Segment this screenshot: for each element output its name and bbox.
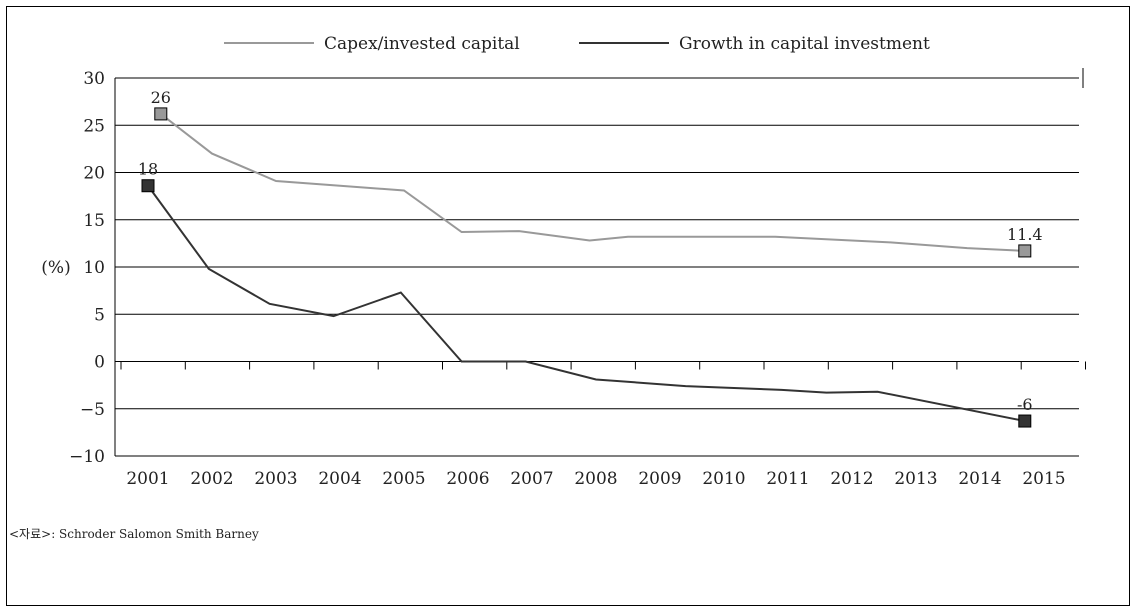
data-label: 26 xyxy=(151,88,171,107)
x-tick-label: 2009 xyxy=(638,469,681,489)
legend-label: Capex/invested capital xyxy=(324,34,520,54)
x-tick-label: 2010 xyxy=(702,469,745,489)
x-tick-label: 2014 xyxy=(958,469,1001,489)
series-marker-end xyxy=(1018,244,1032,258)
line-chart: −10 −5 0 5 10 15 20 25 30 2001 2002 2003 2004 2005 200… xyxy=(41,34,1086,489)
series-marker-end xyxy=(1018,414,1032,428)
data-label: 11.4 xyxy=(1007,225,1043,244)
data-label: 18 xyxy=(138,160,158,179)
x-tick-label: 2003 xyxy=(254,469,297,489)
legend-label: Growth in capital investment xyxy=(679,34,930,54)
source-note: <자료>: Schroder Salomon Smith Barney xyxy=(9,527,259,541)
y-tick-label: 15 xyxy=(83,211,105,231)
y-axis-label: (%) xyxy=(41,258,70,278)
x-tick-label: 2004 xyxy=(318,469,361,489)
series-line xyxy=(147,185,1025,423)
data-label: -6 xyxy=(1017,395,1033,414)
series-marker-start xyxy=(141,179,155,193)
x-tick-label: 2013 xyxy=(894,469,937,489)
series-line xyxy=(160,113,1025,252)
x-tick-label: 2001 xyxy=(126,469,169,489)
y-tick-label: 10 xyxy=(83,258,105,278)
x-tick-label: 2006 xyxy=(446,469,489,489)
x-tick-label: 2015 xyxy=(1022,469,1065,489)
chart-frame: −10 −5 0 5 10 15 20 25 30 2001 2002 2003 2004 2005 200… xyxy=(6,6,1130,606)
x-tick-label: 2008 xyxy=(574,469,617,489)
y-tick-label: 0 xyxy=(94,353,105,373)
x-tick-label: 2005 xyxy=(382,469,425,489)
y-tick-label: 25 xyxy=(83,116,105,136)
y-tick-label: 5 xyxy=(94,305,105,325)
series-marker-start xyxy=(154,107,168,121)
y-tick-label: 20 xyxy=(83,164,105,184)
y-tick-label: 30 xyxy=(83,69,105,89)
y-tick-label: −10 xyxy=(69,447,105,467)
x-tick-label: 2011 xyxy=(766,469,809,489)
x-tick-label: 2007 xyxy=(510,469,553,489)
x-tick-label: 2012 xyxy=(830,469,873,489)
x-tick-label: 2002 xyxy=(190,469,233,489)
y-tick-label: −5 xyxy=(80,400,105,420)
